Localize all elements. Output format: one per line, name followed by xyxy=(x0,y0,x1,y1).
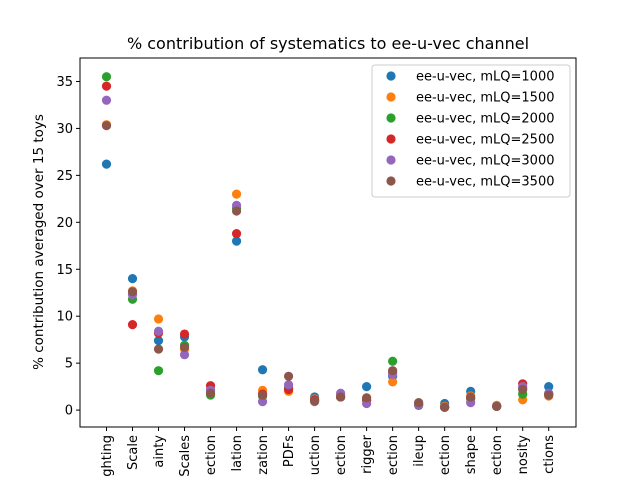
data-point xyxy=(336,392,346,402)
data-point xyxy=(179,350,190,360)
data-point xyxy=(257,390,268,400)
x-tick-label: ileup xyxy=(412,435,427,467)
data-point xyxy=(257,365,268,375)
data-point xyxy=(153,344,164,354)
x-tick-label: ection xyxy=(438,435,453,475)
legend: ee-u-vec, mLQ=1000 ee-u-vec, mLQ=1500 ee-u… xyxy=(371,64,571,198)
data-point xyxy=(179,329,190,339)
x-axis: ghting Scale ainty Scales ection lation zation… xyxy=(100,427,557,477)
legend-box xyxy=(371,64,571,198)
x-tick-label: Scale xyxy=(126,435,141,470)
y-tick-label: 5 xyxy=(65,357,73,372)
data-point xyxy=(231,206,242,216)
data-point xyxy=(388,377,398,387)
plot-frame xyxy=(79,57,577,428)
data-point xyxy=(466,392,476,402)
x-tick-label: lation xyxy=(230,435,245,471)
data-point xyxy=(101,95,112,105)
data-point xyxy=(101,81,112,91)
data-point xyxy=(492,401,502,411)
x-tick-label: ghting xyxy=(100,435,115,477)
y-tick-label: 15 xyxy=(56,263,73,278)
data-point xyxy=(231,189,242,199)
y-tick-label: 25 xyxy=(56,169,73,184)
legend-marker xyxy=(386,71,396,81)
data-point xyxy=(544,382,554,392)
y-axis-label: % contribution averaged over 15 toys xyxy=(31,114,47,370)
x-tick-label: zation xyxy=(256,435,271,475)
x-tick-label: ection xyxy=(204,435,219,475)
x-tick-label: ection xyxy=(386,435,401,475)
data-point xyxy=(440,402,450,412)
data-point xyxy=(231,236,242,246)
data-point xyxy=(101,72,112,82)
data-point xyxy=(153,366,164,376)
data-point xyxy=(153,314,164,324)
legend-marker xyxy=(386,92,396,102)
legend-marker xyxy=(386,113,396,123)
data-point xyxy=(518,384,528,395)
data-point xyxy=(101,159,112,169)
data-point xyxy=(388,366,398,376)
data-point xyxy=(127,287,138,297)
data-point xyxy=(283,371,294,381)
y-tick-label: 0 xyxy=(65,404,73,419)
chart-title: % contribution of systematics to ee-u-ve… xyxy=(127,34,529,53)
data-point xyxy=(283,380,294,390)
x-tick-label: ctions xyxy=(542,435,557,474)
data-point xyxy=(153,326,164,336)
legend-marker xyxy=(386,155,396,165)
x-tick-label: rigger xyxy=(360,434,375,473)
data-point xyxy=(179,342,190,352)
legend-entry: ee-u-vec, mLQ=2000 xyxy=(416,112,555,127)
legend-marker xyxy=(386,134,396,144)
data-point xyxy=(414,397,424,408)
data-point xyxy=(309,396,320,406)
data-point xyxy=(388,356,398,366)
x-tick-label: ainty xyxy=(152,435,167,468)
legend-marker xyxy=(386,176,396,186)
data-point xyxy=(153,336,164,346)
legend-entry: ee-u-vec, mLQ=3000 xyxy=(416,154,555,169)
data-point xyxy=(205,388,216,398)
x-tick-label: ection xyxy=(334,435,349,475)
y-tick-label: 35 xyxy=(56,75,73,90)
x-tick-label: uction xyxy=(308,435,323,475)
data-point xyxy=(544,390,554,400)
legend-entry: ee-u-vec, mLQ=3500 xyxy=(416,175,555,190)
data-point xyxy=(362,393,372,403)
y-axis: 0 5 10 15 20 25 30 35 xyxy=(56,75,80,419)
y-tick-label: 10 xyxy=(56,310,73,325)
legend-entry: ee-u-vec, mLQ=2500 xyxy=(416,133,555,148)
legend-entry: ee-u-vec, mLQ=1500 xyxy=(416,91,555,106)
data-points xyxy=(101,72,554,412)
legend-entry: ee-u-vec, mLQ=1000 xyxy=(416,70,555,85)
x-tick-label: shape xyxy=(464,435,479,474)
data-point xyxy=(127,274,138,284)
data-point xyxy=(257,397,268,407)
x-tick-label: PDFs xyxy=(282,435,297,467)
y-tick-label: 20 xyxy=(56,216,73,231)
data-point xyxy=(101,121,112,131)
x-tick-label: Scales xyxy=(178,435,193,477)
data-point xyxy=(362,382,372,392)
x-tick-label: ection xyxy=(490,435,505,475)
x-tick-label: nosity xyxy=(516,435,531,475)
y-tick-label: 30 xyxy=(56,122,73,137)
data-point xyxy=(231,228,242,239)
data-point xyxy=(127,320,138,330)
